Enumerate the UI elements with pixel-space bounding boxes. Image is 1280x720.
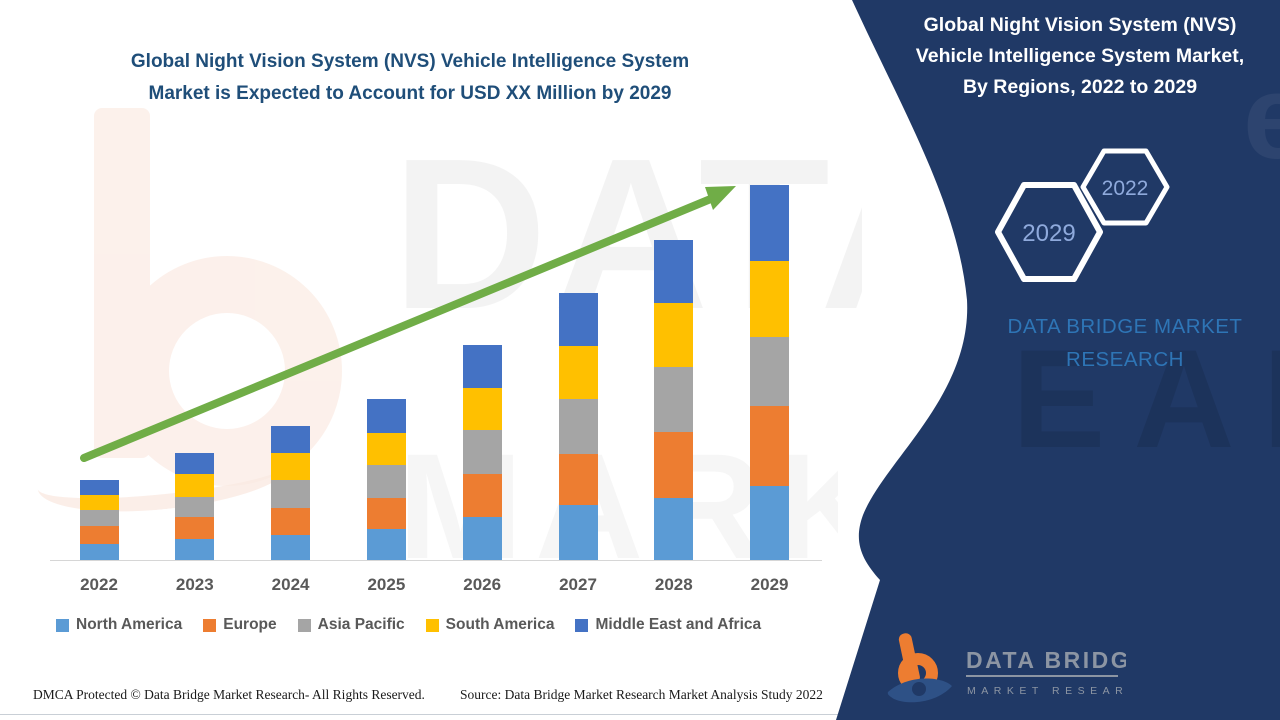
legend-item: Asia Pacific (297, 616, 405, 634)
chart-headline-line1: Global Night Vision System (NVS) Vehicle… (130, 51, 690, 72)
hexagon-2029 (995, 182, 1103, 282)
legend-swatch (203, 618, 217, 632)
panel-title-line1: Global Night Vision System (NVS) (923, 14, 1237, 36)
legend-swatch (297, 618, 311, 632)
brand-wordmark-line2: RESEARCH (1066, 348, 1184, 371)
legend-swatch (56, 618, 69, 632)
footer-divider (0, 714, 1280, 715)
panel-title-line2: Vehicle Intelligence System Market, (915, 45, 1245, 67)
chart-legend: North America Europe Asia Pacific South Ame… (56, 616, 761, 634)
panel-title: Global Night Vision System (NVS) Vehicle… (888, 10, 1272, 103)
hexagon-2022 (1080, 148, 1170, 226)
footer-dmca: DMCA Protected © Data Bridge Market Rese… (33, 687, 425, 702)
logo-swoosh-hole (912, 682, 926, 696)
legend-label: Europe (223, 616, 277, 633)
legend-label: Asia Pacific (317, 616, 405, 633)
legend-item: North America (56, 616, 182, 634)
hexagon-2029-label: 2029 (1022, 220, 1075, 247)
legend-item: Europe (203, 616, 277, 634)
panel-title-line3: By Regions, 2022 to 2029 (962, 76, 1198, 98)
x-axis-line (50, 560, 822, 561)
chart-headline-line2: Market is Expected to Account for USD XX… (148, 83, 672, 104)
logo-tagline: MARKET RESEARCH (967, 685, 1126, 697)
legend-swatch (575, 618, 589, 632)
logo-title: DATA BRIDGE (966, 647, 1126, 673)
legend-item: South America (425, 616, 555, 634)
company-logo: DATA BRIDGE MARKET RESEARCH (887, 633, 1126, 703)
footer-source: Source: Data Bridge Market Research Mark… (460, 687, 823, 702)
legend-label: North America (76, 616, 183, 633)
brand-wordmark: DATA BRIDGE MARKET RESEARCH (960, 310, 1280, 376)
hexagon-badges: 2022 2029 (995, 148, 1170, 282)
hexagon-2022-label: 2022 (1102, 177, 1149, 200)
legend-swatch (425, 618, 439, 632)
legend-label: Middle East and Africa (595, 616, 762, 633)
brand-wordmark-line1: DATA BRIDGE MARKET (1007, 315, 1243, 338)
legend-label: South America (445, 616, 555, 633)
legend-item: Middle East and Africa (575, 616, 761, 634)
chart-headline: Global Night Vision System (NVS) Vehicle… (28, 46, 792, 110)
